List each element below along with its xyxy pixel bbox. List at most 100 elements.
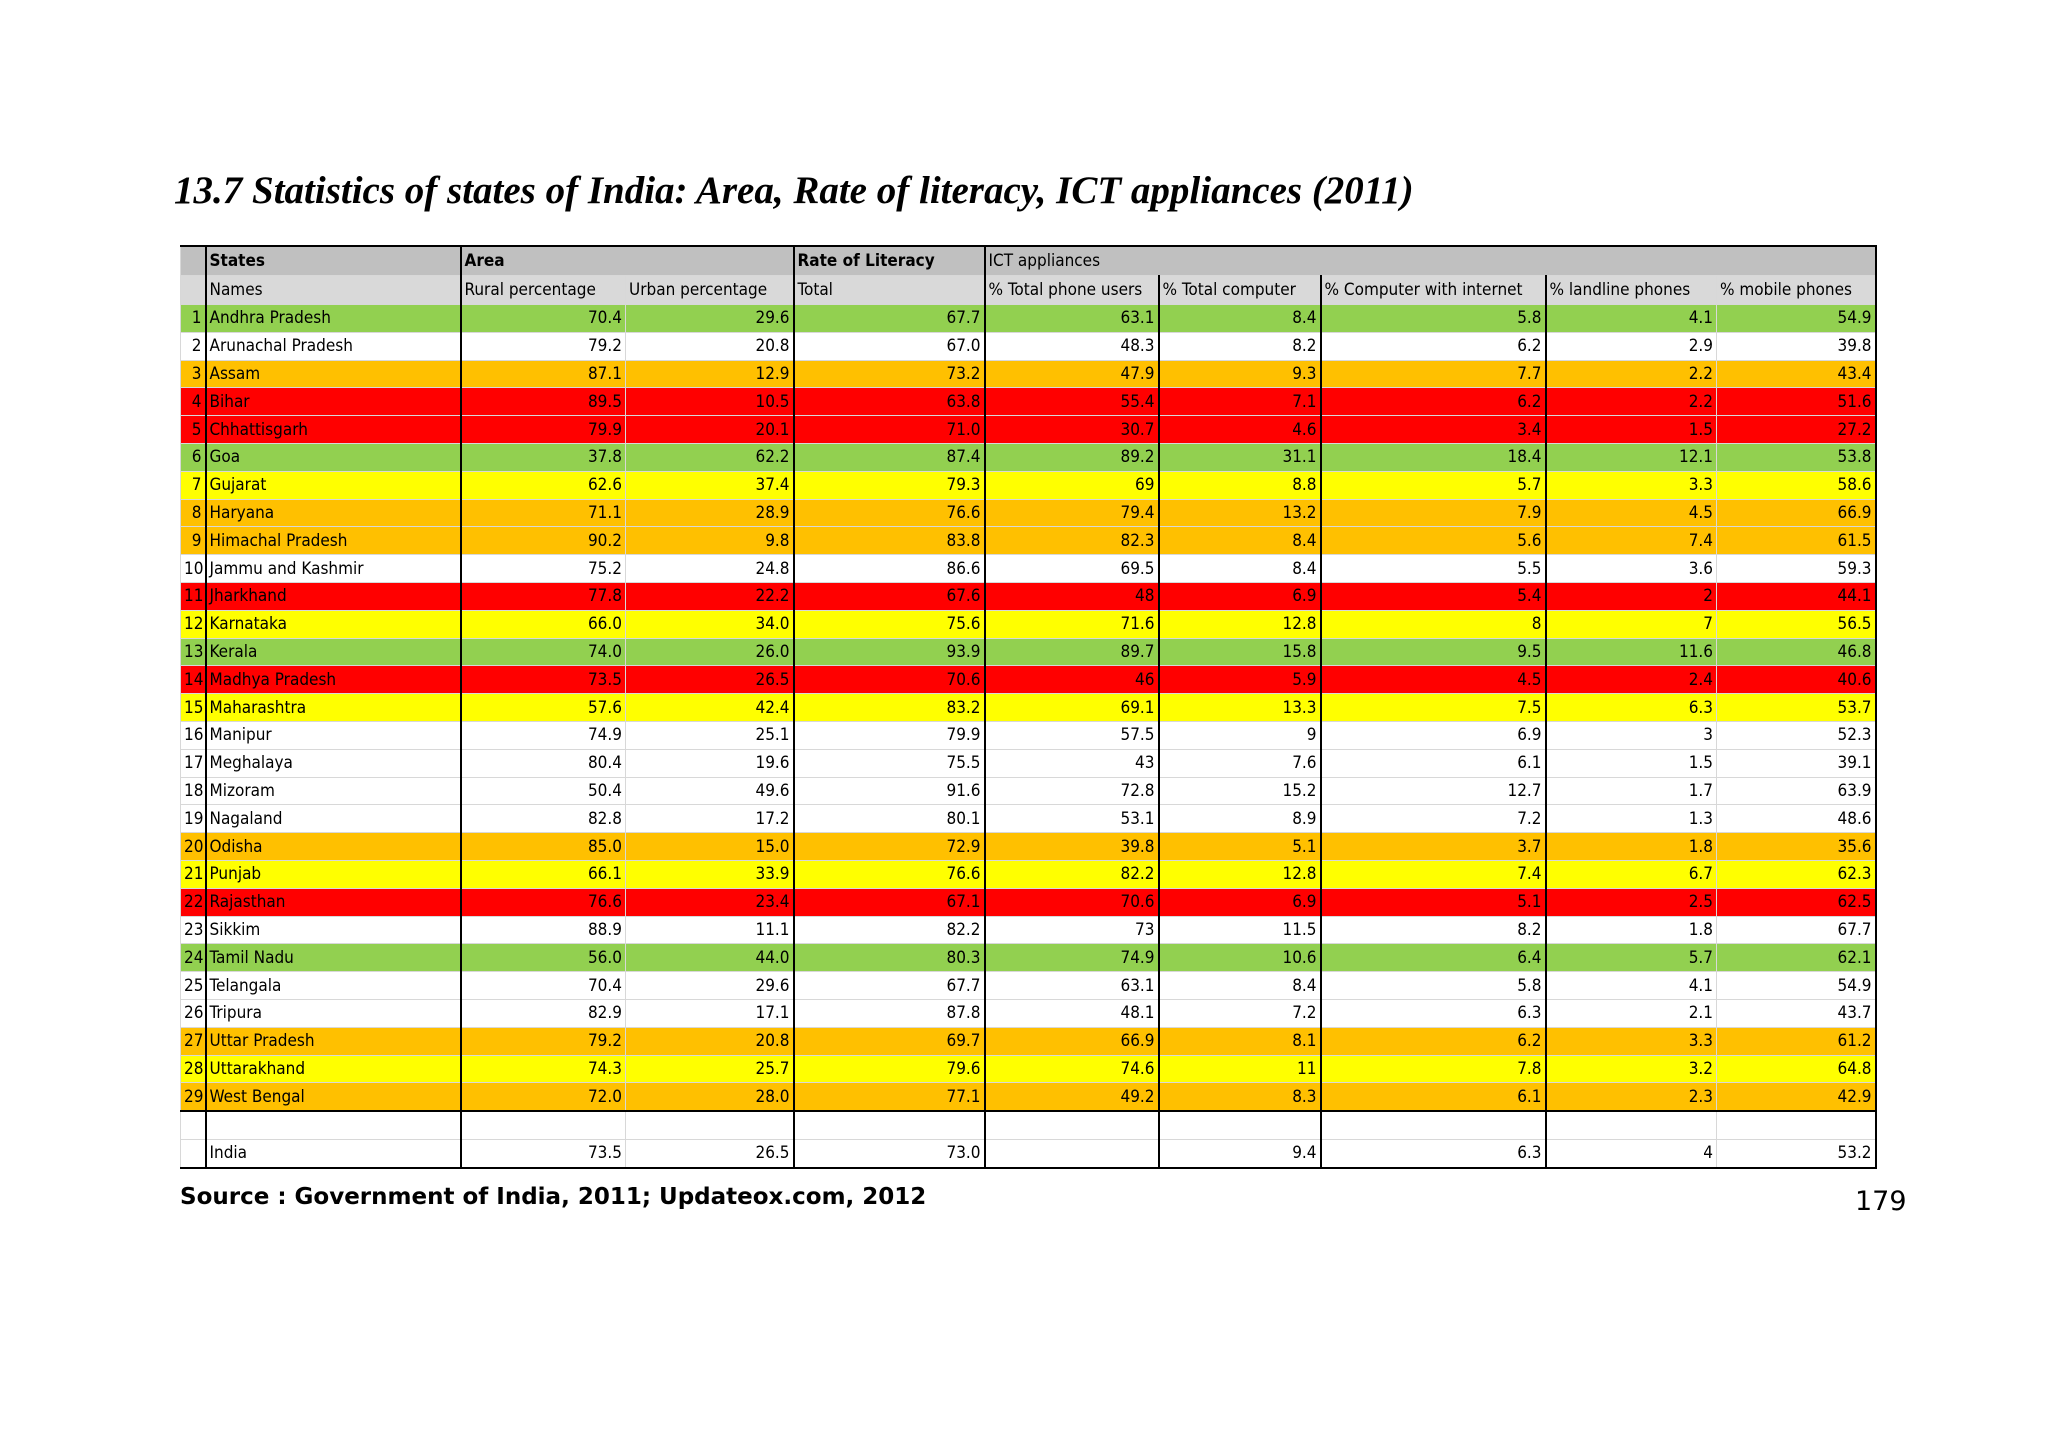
table-cell: 90.2 (459, 526, 626, 556)
table-cell: 2 (1544, 581, 1718, 611)
table-cell (180, 245, 206, 276)
table-cell: 2.4 (1544, 665, 1718, 695)
table-cell: 19.6 (624, 748, 795, 778)
table-cell: 3.4 (1319, 415, 1547, 444)
table-cell: 8.2 (1157, 331, 1322, 361)
table-cell: 4.1 (1544, 304, 1718, 333)
table-cell: 79.6 (792, 1054, 986, 1084)
table-cell: 69.7 (792, 1026, 986, 1056)
table-cell: 6.2 (1319, 331, 1547, 361)
table-cell: 59.3 (1716, 554, 1877, 583)
table-row (180, 1110, 1877, 1140)
table-cell: 43 (983, 748, 1160, 778)
table-cell: Jharkhand (204, 581, 461, 611)
table-cell: 11.1 (624, 915, 795, 945)
table-cell: 17 (180, 748, 206, 778)
table-cell: Meghalaya (204, 748, 461, 778)
table-cell: Urban percentage (624, 275, 795, 305)
table-cell: Rate of Literacy (792, 245, 986, 276)
table-cell: Punjab (204, 859, 461, 889)
table-row: 14 Madhya Pradesh 73.5 26.5 70.6 46 5.9 4.5 2.4 4… (180, 665, 1877, 695)
table-cell: 76.6 (459, 887, 626, 917)
table-cell: 71.1 (459, 498, 626, 528)
table-row: 5 Chhattisgarh 79.9 20.1 71.0 30.7 4.6 3.4 1.5 27… (180, 415, 1877, 444)
table-cell: Tripura (204, 998, 461, 1028)
table-cell: 79.9 (792, 720, 986, 750)
table-cell: 70.6 (792, 665, 986, 695)
table-cell: 48.1 (983, 998, 1160, 1028)
table-cell: 6.9 (1157, 887, 1322, 917)
table-cell: 79.9 (459, 415, 626, 444)
table-cell: 28.9 (624, 498, 795, 528)
table-cell: 2 (180, 331, 206, 361)
table-cell: 2.1 (1544, 998, 1718, 1028)
table-cell: 27.2 (1716, 415, 1877, 444)
table-cell: 50.4 (459, 776, 626, 806)
table-row: 7 Gujarat 62.6 37.4 79.3 69 8.8 5.7 3.3 58.6 (180, 470, 1877, 500)
table-cell: 42.4 (624, 693, 795, 722)
table-cell: 91.6 (792, 776, 986, 806)
table-cell: 89.5 (459, 387, 626, 417)
table-cell: 24 (180, 943, 206, 973)
table-cell: 75.5 (792, 748, 986, 778)
table-cell: 44.1 (1716, 581, 1877, 611)
table-cell: 1.5 (1544, 748, 1718, 778)
table-cell: 23 (180, 915, 206, 945)
table-cell: Odisha (204, 832, 461, 861)
table-cell: 3.3 (1544, 470, 1718, 500)
table-cell: 27 (180, 1026, 206, 1056)
table-cell: 83.2 (792, 693, 986, 722)
table-cell: 12 (180, 609, 206, 639)
table-cell: % Computer with internet (1319, 275, 1547, 305)
table-row: 22 Rajasthan 76.6 23.4 67.1 70.6 6.9 5.1 2.5 62.5 (180, 887, 1877, 917)
table-cell: % mobile phones (1716, 275, 1877, 305)
table-row: 16 Manipur 74.9 25.1 79.9 57.5 9 6.9 3 52.3 (180, 720, 1877, 750)
table-cell: 37.8 (459, 442, 626, 472)
table-cell: 8.4 (1157, 971, 1322, 1000)
table-cell: 4 (180, 387, 206, 417)
table-cell: 7.6 (1157, 748, 1322, 778)
table-cell: 8.2 (1319, 915, 1547, 945)
table-cell: 2.5 (1544, 887, 1718, 917)
table-cell: 8.4 (1157, 526, 1322, 556)
table-cell: 7.2 (1157, 998, 1322, 1028)
table-cell: 5 (180, 415, 206, 444)
table-cell: % landline phones (1544, 275, 1718, 305)
table-cell: 79.2 (459, 331, 626, 361)
table-cell: 11 (180, 581, 206, 611)
table-row: 20 Odisha 85.0 15.0 72.9 39.8 5.1 3.7 1.8 35.6 (180, 832, 1877, 861)
table-cell: 72.0 (459, 1082, 626, 1113)
table-cell: 7.4 (1319, 859, 1547, 889)
table-cell: 66.9 (983, 1026, 1160, 1056)
table-cell: 87.4 (792, 442, 986, 472)
table-cell: 70.4 (459, 304, 626, 333)
table-cell: 12.1 (1544, 442, 1718, 472)
table-cell: 62.2 (624, 442, 795, 472)
table-cell: 15.0 (624, 832, 795, 861)
table-row: 1 Andhra Pradesh 70.4 29.6 67.7 63.1 8.4 5.8 4.1… (180, 304, 1877, 333)
table-cell: 70.4 (459, 971, 626, 1000)
table-cell: 3.3 (1544, 1026, 1718, 1056)
table-cell: 8 (1319, 609, 1547, 639)
table-cell: Andhra Pradesh (204, 304, 461, 333)
table-cell: Area (459, 245, 795, 276)
table-cell: 1.3 (1544, 804, 1718, 834)
source: Source : Government of India, 2011; Upda… (180, 1184, 927, 1210)
table-cell (792, 1110, 986, 1140)
table-cell (204, 1110, 461, 1140)
table-cell: 17.2 (624, 804, 795, 834)
table-cell: 63.9 (1716, 776, 1877, 806)
table-cell: 15 (180, 693, 206, 722)
table-cell: 10.5 (624, 387, 795, 417)
table-cell: 14 (180, 665, 206, 695)
table-cell: 28.0 (624, 1082, 795, 1113)
table-cell: 72.8 (983, 776, 1160, 806)
table-cell: 9 (180, 526, 206, 556)
table-cell: 73.2 (792, 359, 986, 389)
table-cell: 6.3 (1319, 1138, 1547, 1169)
table-cell: 75.2 (459, 554, 626, 583)
table-cell: Bihar (204, 387, 461, 417)
table-cell: 23.4 (624, 887, 795, 917)
page-number: 179 (1855, 1186, 1907, 1217)
table-cell: 7.8 (1319, 1054, 1547, 1084)
